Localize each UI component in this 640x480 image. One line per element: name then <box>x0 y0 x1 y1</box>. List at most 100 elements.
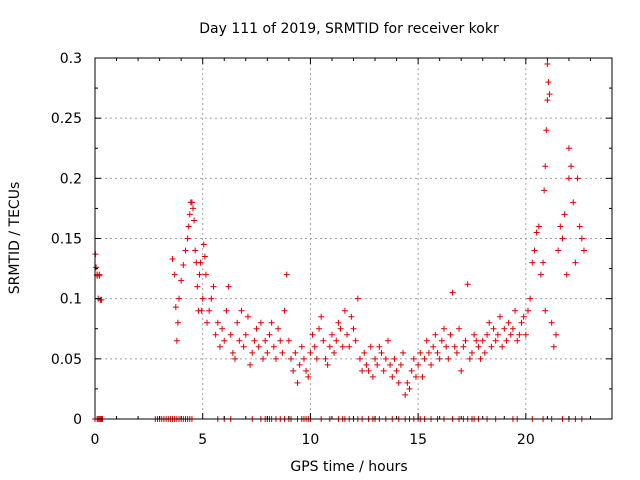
data-point <box>262 337 269 344</box>
data-point <box>244 313 251 320</box>
data-point <box>374 361 381 368</box>
data-point <box>395 379 402 386</box>
data-point <box>236 337 243 344</box>
data-point <box>352 337 359 344</box>
y-axis-title: SRMTID / TECUs <box>7 182 23 295</box>
data-point <box>316 325 323 332</box>
data-point <box>545 79 552 86</box>
x-tick-label: 5 <box>198 432 207 448</box>
data-point <box>311 343 318 350</box>
data-point <box>436 355 443 362</box>
data-point <box>198 307 205 314</box>
data-point <box>255 343 262 350</box>
data-point <box>350 325 357 332</box>
data-point <box>518 319 525 326</box>
data-point <box>307 349 314 356</box>
data-point <box>544 97 551 104</box>
data-point <box>505 319 512 326</box>
data-point <box>240 343 247 350</box>
data-point <box>184 235 191 242</box>
data-point <box>393 367 400 374</box>
data-point <box>186 211 193 218</box>
data-point <box>298 343 305 350</box>
data-point <box>432 331 439 338</box>
data-point <box>326 343 333 350</box>
data-point <box>520 313 527 320</box>
data-point <box>412 373 419 380</box>
data-point <box>540 259 547 266</box>
y-tick-label: 0.15 <box>51 232 82 248</box>
data-point <box>529 259 536 266</box>
x-tick-label: 0 <box>91 432 100 448</box>
data-point <box>492 337 499 344</box>
data-point <box>408 367 415 374</box>
data-point <box>389 373 396 380</box>
data-point <box>219 325 226 332</box>
data-point <box>173 337 180 344</box>
data-point <box>272 355 279 362</box>
data-point <box>438 337 445 344</box>
data-point <box>565 175 572 182</box>
data-point <box>462 337 469 344</box>
data-point <box>346 343 353 350</box>
data-point <box>212 331 219 338</box>
data-point <box>361 349 368 356</box>
data-point <box>98 296 105 303</box>
data-point <box>305 373 312 380</box>
data-point <box>451 343 458 350</box>
data-point <box>557 223 564 230</box>
data-point <box>174 319 181 326</box>
data-point <box>190 205 197 212</box>
data-point <box>234 319 241 326</box>
data-point <box>354 295 361 302</box>
data-point <box>257 319 264 326</box>
data-point <box>204 319 211 326</box>
data-point <box>206 307 213 314</box>
data-point <box>496 313 503 320</box>
data-point <box>372 355 379 362</box>
data-point <box>178 277 185 284</box>
data-point <box>197 259 204 266</box>
data-point <box>468 349 475 356</box>
data-point <box>268 319 275 326</box>
data-point <box>201 253 208 260</box>
data-point <box>572 259 579 266</box>
data-point <box>253 325 260 332</box>
chart-title: Day 111 of 2019, SRMTID for receiver kok… <box>199 21 499 37</box>
data-point <box>344 331 351 338</box>
data-point <box>475 343 482 350</box>
data-point <box>279 349 286 356</box>
data-point <box>541 187 548 194</box>
data-point <box>542 163 549 170</box>
data-point <box>264 349 271 356</box>
data-point <box>337 325 344 332</box>
data-point <box>466 355 473 362</box>
data-point <box>570 199 577 206</box>
data-point <box>524 307 531 314</box>
data-point <box>176 295 183 302</box>
data-point <box>359 367 366 374</box>
data-point <box>363 361 370 368</box>
data-point <box>216 343 223 350</box>
data-point <box>192 247 199 254</box>
data-point <box>339 343 346 350</box>
y-tick-label: 0.2 <box>60 171 82 187</box>
data-point <box>369 373 376 380</box>
data-point <box>419 373 426 380</box>
data-point <box>568 163 575 170</box>
data-point <box>537 271 544 278</box>
x-axis-title: GPS time / hours <box>290 459 407 475</box>
data-point <box>376 343 383 350</box>
data-point <box>188 199 195 206</box>
y-tick-label: 0.3 <box>60 51 82 67</box>
data-point <box>415 361 422 368</box>
data-point <box>303 367 310 374</box>
data-point <box>522 331 529 338</box>
data-point <box>404 379 411 386</box>
data-point <box>309 331 316 338</box>
data-point <box>578 235 585 242</box>
data-point <box>460 343 467 350</box>
x-tick-label: 10 <box>302 432 320 448</box>
data-point <box>260 355 267 362</box>
axis-ticks <box>94 57 612 420</box>
